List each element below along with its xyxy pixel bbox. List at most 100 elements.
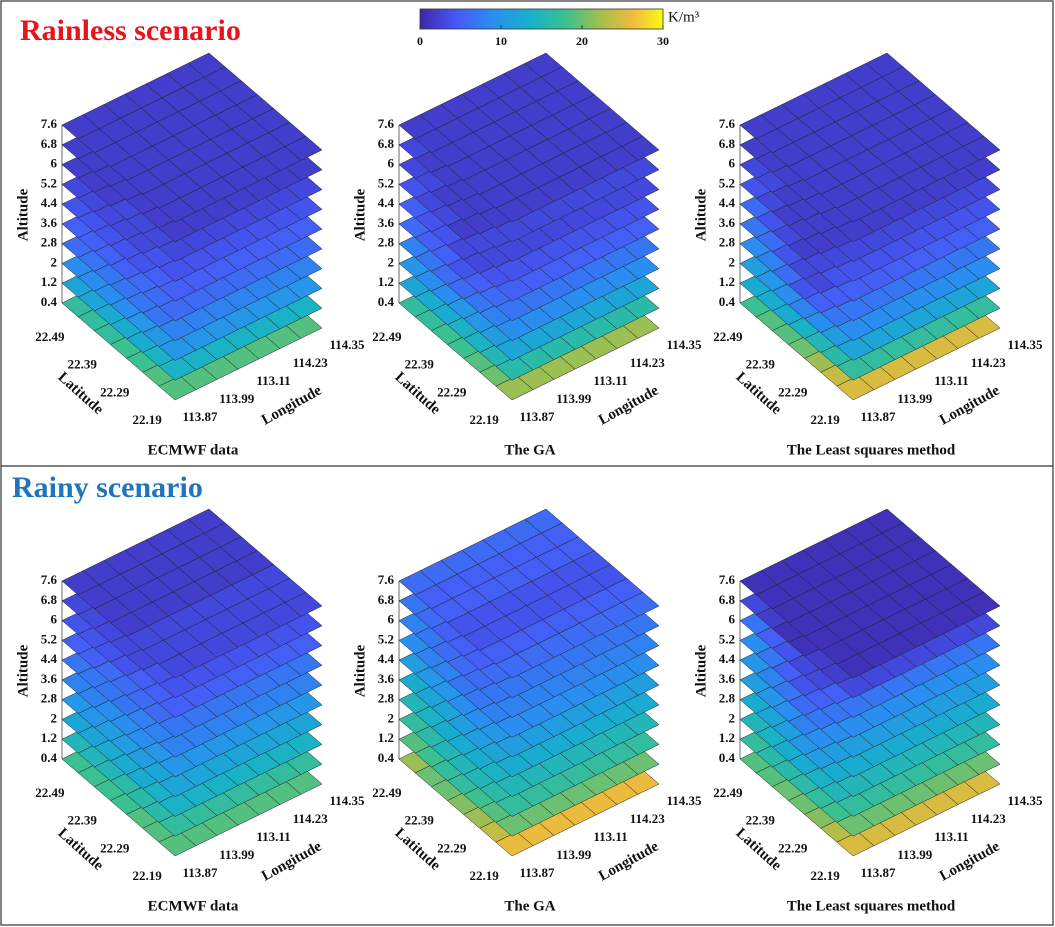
x-tick-label: 114.35 (666, 793, 702, 808)
x-tick-label: 114.23 (293, 355, 329, 370)
section-title: Rainy scenario (12, 471, 203, 504)
x-tick-label: 113.99 (897, 391, 933, 406)
x-axis-label: Longitude (259, 838, 325, 884)
colorbar-tick-label: 10 (495, 34, 507, 48)
y-tick-label: 22.39 (405, 357, 435, 372)
z-tick-label: 2 (729, 710, 736, 725)
colorbar-tick-label: 30 (657, 34, 669, 48)
z-tick-label: 4.4 (378, 195, 395, 210)
z-tick-label: 2.8 (378, 235, 395, 250)
z-axis-label: Altitude (15, 644, 31, 697)
y-tick-label: 22.49 (35, 329, 65, 344)
z-tick-label: 6 (729, 156, 736, 171)
z-tick-label: 6.8 (719, 136, 736, 151)
z-tick-label: 1.2 (378, 730, 394, 745)
z-tick-label: 3.6 (719, 671, 736, 686)
z-tick-label: 5.2 (41, 631, 57, 646)
z-tick-label: 6.8 (41, 592, 58, 607)
x-tick-label: 113.87 (860, 865, 896, 880)
x-tick-label: 113.11 (934, 829, 968, 844)
z-tick-label: 2.8 (719, 235, 736, 250)
z-tick-label: 1.2 (41, 730, 57, 745)
z-tick-label: 0.4 (378, 750, 395, 765)
x-axis-label: Longitude (596, 838, 662, 884)
z-tick-label: 2 (388, 254, 395, 269)
y-tick-label: 22.19 (132, 412, 162, 427)
z-tick-label: 6 (51, 612, 58, 627)
z-tick-label: 2 (388, 710, 395, 725)
subplot-title: The GA (504, 442, 555, 458)
z-tick-label: 2.8 (41, 235, 58, 250)
z-tick-label: 7.6 (378, 116, 395, 131)
x-tick-label: 113.11 (593, 829, 627, 844)
x-tick-label: 113.99 (219, 847, 255, 862)
z-tick-label: 5.2 (719, 631, 735, 646)
y-axis-label: Latitude (733, 369, 785, 418)
subplot-title: ECMWF data (148, 442, 239, 458)
z-tick-label: 4.4 (719, 195, 736, 210)
z-tick-label: 0.4 (41, 750, 58, 765)
y-tick-label: 22.29 (100, 384, 130, 399)
z-tick-label: 4.4 (378, 651, 395, 666)
z-axis-label: Altitude (15, 188, 31, 241)
colorbar-tick-label: 20 (576, 34, 588, 48)
z-tick-label: 7.6 (719, 572, 736, 587)
y-axis-label: Latitude (392, 369, 444, 418)
y-axis-label: Latitude (733, 825, 785, 874)
z-tick-label: 0.4 (41, 294, 58, 309)
x-tick-label: 114.35 (1007, 793, 1043, 808)
z-tick-label: 7.6 (41, 116, 58, 131)
x-tick-label: 114.23 (293, 811, 329, 826)
y-axis-label: Latitude (55, 825, 107, 874)
x-tick-label: 113.87 (519, 865, 555, 880)
y-tick-label: 22.29 (778, 840, 808, 855)
slice-cell (865, 508, 904, 534)
y-axis-label: Latitude (392, 825, 444, 874)
colorbar (419, 8, 664, 30)
z-tick-label: 3.6 (41, 671, 58, 686)
z-tick-label: 2 (51, 254, 58, 269)
z-tick-label: 5.2 (41, 175, 57, 190)
subplot-title: The GA (504, 898, 555, 914)
slice-cell (524, 508, 563, 534)
y-tick-label: 22.39 (405, 813, 435, 828)
slice-cell (187, 508, 226, 534)
y-tick-label: 22.29 (778, 384, 808, 399)
z-tick-label: 5.2 (378, 175, 394, 190)
z-tick-label: 1.2 (719, 274, 735, 289)
z-tick-label: 2 (729, 254, 736, 269)
slice-cell (865, 52, 904, 78)
x-tick-label: 114.35 (329, 337, 365, 352)
z-tick-label: 6.8 (378, 136, 395, 151)
z-tick-label: 2.8 (719, 691, 736, 706)
z-tick-label: 0.4 (719, 750, 736, 765)
z-tick-label: 4.4 (41, 651, 58, 666)
subplot-title: The Least squares method (787, 442, 956, 458)
z-axis-label: Altitude (352, 644, 368, 697)
z-tick-label: 2 (51, 710, 58, 725)
z-tick-label: 5.2 (378, 631, 394, 646)
x-tick-label: 113.99 (556, 391, 592, 406)
x-axis-label: Longitude (937, 838, 1003, 884)
x-axis-label: Longitude (259, 382, 325, 428)
x-tick-label: 114.23 (971, 355, 1007, 370)
z-tick-label: 6 (388, 156, 395, 171)
z-tick-label: 4.4 (719, 651, 736, 666)
slice-cell (524, 52, 563, 78)
x-tick-label: 114.35 (1007, 337, 1043, 352)
z-tick-label: 6.8 (41, 136, 58, 151)
z-tick-label: 1.2 (719, 730, 735, 745)
z-axis-label: Altitude (693, 644, 709, 697)
x-tick-label: 113.99 (556, 847, 592, 862)
x-tick-label: 113.99 (219, 391, 255, 406)
x-tick-label: 113.99 (897, 847, 933, 862)
y-tick-label: 22.39 (746, 357, 776, 372)
x-tick-label: 114.23 (971, 811, 1007, 826)
y-tick-label: 22.49 (372, 785, 402, 800)
x-tick-label: 113.11 (256, 829, 290, 844)
z-tick-label: 3.6 (378, 671, 395, 686)
y-tick-label: 22.29 (437, 384, 467, 399)
x-tick-label: 114.35 (666, 337, 702, 352)
z-tick-label: 6.8 (378, 592, 395, 607)
